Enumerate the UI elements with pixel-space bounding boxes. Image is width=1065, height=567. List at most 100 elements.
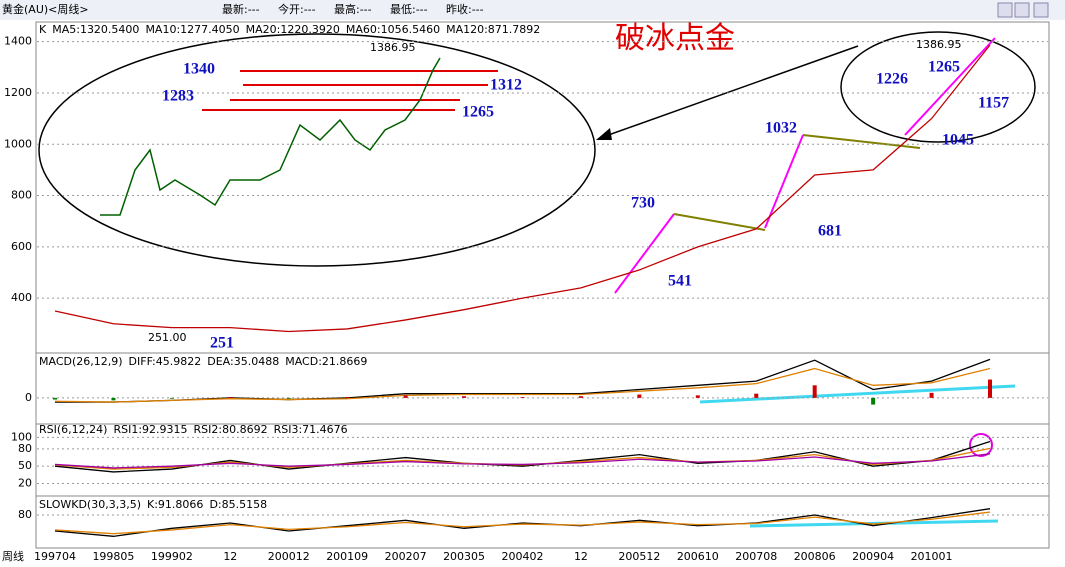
quote: 今开:---: [278, 2, 316, 16]
quote: 最新:---: [222, 2, 260, 16]
annotation: 681: [818, 223, 842, 240]
annotation: 1032: [765, 120, 797, 137]
annotation: 1157: [978, 95, 1009, 112]
y-tick-label: 1400: [4, 35, 32, 48]
annotation: 1340: [183, 61, 215, 78]
x-tick-label: 200708: [735, 550, 777, 563]
highlight-circle: [969, 433, 993, 457]
legend-entry: MA20:1220.3920: [246, 23, 340, 36]
line: [54, 511, 991, 535]
histogram-bar: [286, 397, 291, 399]
legend-entry: RSI(6,12,24): [39, 423, 107, 436]
annotation: 730: [631, 195, 655, 212]
y-tick-label: 0: [25, 391, 32, 404]
period-label: 周线: [2, 549, 24, 563]
x-tick-label: 200012: [268, 550, 310, 563]
legend-entry: MA5:1320.5400: [52, 23, 139, 36]
legend-entry: MA10:1277.4050: [145, 23, 239, 36]
histogram-bar: [695, 395, 700, 398]
histogram-bar: [520, 397, 525, 398]
level-lines: [202, 70, 498, 111]
y-tick-label: 80: [18, 442, 32, 455]
histogram-bar: [637, 394, 642, 398]
nav-button[interactable]: [1033, 2, 1049, 18]
annotation: 1386.95: [370, 41, 416, 54]
legend-entry: DEA:35.0488: [207, 355, 279, 368]
line: [54, 508, 991, 537]
annotation: 1312: [490, 77, 522, 94]
zoom-price: [100, 57, 441, 216]
histogram-bar: [228, 397, 233, 398]
annotation: 251.00: [148, 331, 187, 344]
y-tick-label: 800: [11, 189, 32, 202]
annotation: 1265: [462, 104, 494, 121]
legend-entry: K: [39, 23, 47, 36]
x-tick-label: 200109: [326, 550, 368, 563]
histogram-bar: [871, 397, 876, 405]
quote: 最高:---: [334, 2, 372, 16]
histogram-bar: [111, 397, 116, 401]
annotation: 251: [210, 335, 234, 352]
annotation: 541: [668, 273, 692, 290]
plot-frame: [35, 21, 1050, 549]
histogram-bar: [929, 392, 934, 398]
histogram-bar: [578, 396, 583, 398]
y-tick-label: 400: [11, 291, 32, 304]
legend-entry: RSI2:80.8692: [194, 423, 268, 436]
legend-entry: DIFF:45.9822: [129, 355, 202, 368]
x-tick-label: 12: [574, 550, 588, 563]
title-bar: [0, 0, 1065, 20]
x-tick-label: 200610: [677, 550, 719, 563]
y-tick-label: 600: [11, 240, 32, 253]
line: [54, 367, 991, 403]
y-tick-label: 1000: [4, 137, 32, 150]
x-tick-label: 200512: [618, 550, 660, 563]
x-tick-label: 200207: [385, 550, 427, 563]
histogram-bar: [988, 379, 992, 398]
y-tick-label: 20: [18, 476, 32, 489]
x-tick-label: 12: [223, 550, 237, 563]
annotation: 1283: [162, 88, 194, 105]
arrow-head: [596, 128, 612, 140]
annotation: 1265: [928, 59, 960, 76]
legend-entry: RSI1:92.9315: [113, 423, 187, 436]
legend-entry: K:91.8066: [147, 498, 203, 511]
histogram-bar: [345, 397, 350, 398]
annotation: 1386.95: [916, 38, 962, 51]
histogram-bar: [462, 396, 467, 398]
histogram-bar: [403, 395, 408, 398]
nav-button[interactable]: [997, 2, 1013, 18]
line: [54, 44, 991, 333]
chart-title: 破冰点金: [615, 21, 735, 56]
histogram-bar: [169, 397, 174, 399]
legend-entry: SLOWKD(30,3,3,5): [39, 498, 141, 511]
y-tick-label: 50: [18, 459, 32, 472]
quote: 最低:---: [390, 3, 428, 16]
line: [54, 453, 991, 469]
legend-entry: MA120:871.7892: [446, 23, 540, 36]
legend-entry: D:85.5158: [209, 498, 267, 511]
legend-entry: MA60:1056.5460: [346, 23, 440, 36]
x-tick-label: 200806: [794, 550, 836, 563]
y-tick-label: 100: [11, 430, 32, 443]
legend-entry: MACD:21.8669: [285, 355, 367, 368]
histogram-bar: [754, 393, 759, 398]
annotation: 1045: [942, 132, 974, 149]
legend-entry: MACD(26,12,9): [39, 355, 123, 368]
nav-button[interactable]: [1014, 2, 1030, 18]
arrow: [599, 45, 859, 139]
x-tick-label: 200402: [502, 550, 544, 563]
x-tick-label: 200904: [852, 550, 894, 563]
trend-arrows: [614, 37, 996, 294]
window-title: 黄金(AU)<周线>: [2, 2, 89, 16]
x-tick-label: 199902: [151, 550, 193, 563]
focus-ellipse: [840, 31, 1036, 143]
y-tick-label: 1200: [4, 86, 32, 99]
quote: 昨收:---: [446, 2, 484, 16]
histogram-bar: [53, 397, 57, 400]
histogram-bar: [812, 385, 817, 398]
y-tick-label: 80: [18, 508, 32, 521]
x-tick-label: 200305: [443, 550, 485, 563]
line: [54, 440, 991, 473]
